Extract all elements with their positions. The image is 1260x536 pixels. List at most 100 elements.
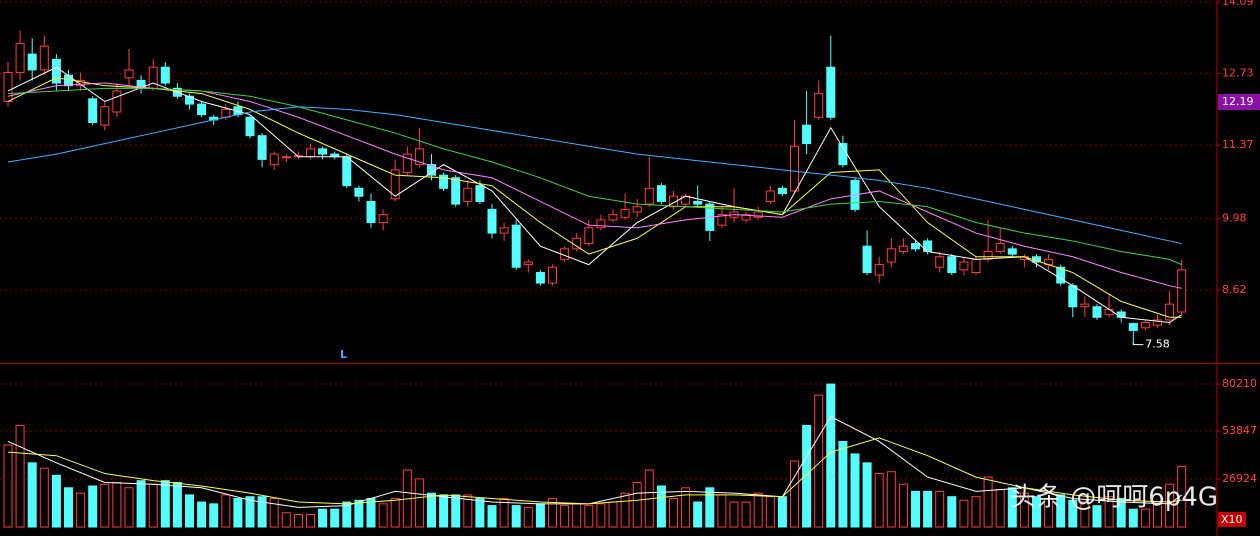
candle-body xyxy=(257,135,267,160)
volume-bar xyxy=(620,492,630,528)
candle-body xyxy=(390,169,400,200)
volume-bar xyxy=(584,505,594,528)
candle-body xyxy=(1153,319,1162,326)
volume-bar xyxy=(414,478,424,528)
moving-average-line xyxy=(7,437,1182,505)
candle-body xyxy=(197,103,207,116)
candle-body xyxy=(947,256,957,274)
y-tick-label: 14.09 xyxy=(1222,0,1254,8)
candle-body xyxy=(1104,308,1114,316)
volume-bar xyxy=(681,487,691,528)
candle-body xyxy=(124,69,134,79)
volume-bar xyxy=(15,424,25,528)
volume-bar xyxy=(1140,508,1150,528)
candle-body xyxy=(572,237,582,250)
candle-body xyxy=(51,58,61,84)
volume-bar xyxy=(281,512,291,528)
marker-label: L xyxy=(340,348,347,361)
volume-bar xyxy=(1019,492,1029,528)
volume-bar xyxy=(39,467,49,528)
moving-average-line xyxy=(7,106,1182,245)
volume-bar xyxy=(1080,501,1090,528)
volume-bar xyxy=(257,496,267,528)
volume-bar xyxy=(802,424,812,528)
volume-bar xyxy=(1007,487,1017,528)
volume-bar xyxy=(935,490,945,528)
volume-bar xyxy=(378,503,388,528)
volume-bar xyxy=(898,483,908,528)
volume-bar xyxy=(1128,508,1138,528)
volume-bar xyxy=(705,487,715,528)
volume-bar xyxy=(1165,483,1175,528)
candle-body xyxy=(814,93,824,118)
candle-body xyxy=(911,243,920,250)
candle-body xyxy=(923,240,933,252)
candle-body xyxy=(596,219,606,229)
volume-bar xyxy=(451,494,461,528)
volume-bar xyxy=(874,473,884,528)
volume-unit-label: X10 xyxy=(1221,513,1243,526)
volume-bar xyxy=(1056,494,1066,528)
candle-body xyxy=(874,264,884,276)
volume-bar xyxy=(608,501,618,528)
candle-body xyxy=(826,66,836,118)
volume-bar xyxy=(76,492,86,528)
volume-bar xyxy=(209,503,219,528)
volume-bar xyxy=(741,501,751,528)
candle-body xyxy=(1092,306,1102,318)
candle-body xyxy=(765,190,775,202)
volume-bar xyxy=(124,487,134,528)
candle-body xyxy=(886,248,896,263)
candle-body xyxy=(1116,311,1126,318)
volume-bar xyxy=(693,501,703,528)
candle-body xyxy=(983,250,993,260)
volume-bar xyxy=(100,483,110,528)
volume-bar xyxy=(548,497,557,528)
moving-average-line xyxy=(7,82,1182,289)
candle-body xyxy=(475,185,485,202)
candle-body xyxy=(3,72,13,102)
volume-bar xyxy=(197,501,207,528)
volume-bar xyxy=(753,492,763,528)
volume-bar xyxy=(475,497,485,528)
volume-bar xyxy=(850,453,860,528)
watermark: 头条 @呵呵6p4G xyxy=(1010,483,1218,513)
volume-bar xyxy=(669,497,678,528)
candle-body xyxy=(342,156,352,187)
candle-body xyxy=(414,148,424,166)
volume-bar xyxy=(221,494,231,528)
volume-bar xyxy=(1044,497,1054,528)
volume-bar xyxy=(487,505,497,528)
volume-bar xyxy=(911,490,920,528)
candle-body xyxy=(1056,266,1066,284)
volume-bar xyxy=(112,481,122,528)
volume-bar xyxy=(1177,465,1187,528)
candle-body xyxy=(790,145,799,192)
volume-bar xyxy=(366,497,376,528)
candle-body xyxy=(76,79,86,87)
volume-bar xyxy=(439,494,449,528)
volume-bar xyxy=(838,440,848,528)
volume-bar xyxy=(862,462,872,528)
volume-bar xyxy=(245,496,255,528)
volume-bar xyxy=(535,503,545,528)
candle-body xyxy=(523,261,533,266)
volume-bar xyxy=(342,501,352,528)
volume-bar xyxy=(88,485,98,528)
moving-average-line xyxy=(7,415,1182,508)
candle-body xyxy=(245,116,255,137)
volume-bar xyxy=(777,496,787,528)
moving-average-line xyxy=(7,87,1182,266)
volume-bar xyxy=(560,505,570,528)
volume-bar xyxy=(1104,496,1114,528)
volume-bar xyxy=(172,481,182,528)
volume-bar xyxy=(136,480,146,528)
candle-body xyxy=(88,98,98,124)
candle-body xyxy=(935,256,945,268)
volume-bar xyxy=(923,490,933,528)
last-price-marker xyxy=(1218,94,1260,110)
candle-body xyxy=(511,224,521,268)
